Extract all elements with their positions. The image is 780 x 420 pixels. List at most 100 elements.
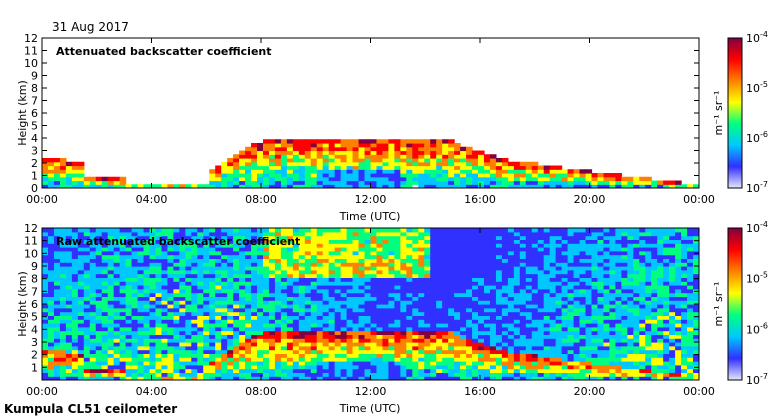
heatmap-cell	[501, 158, 509, 163]
heatmap-cell	[633, 368, 640, 373]
heatmap-cell	[274, 165, 282, 170]
heatmap-cell	[280, 277, 288, 282]
heatmap-cell	[585, 334, 593, 339]
heatmap-cell	[507, 353, 515, 358]
heatmap-cell	[191, 319, 198, 324]
heatmap-cell	[298, 165, 306, 170]
heatmap-cell	[567, 376, 575, 380]
heatmap-cell	[268, 372, 276, 377]
heatmap-cell	[221, 285, 228, 290]
heatmap-cell	[382, 319, 390, 324]
heatmap-cell	[47, 180, 55, 185]
heatmap-cell	[71, 273, 79, 278]
heatmap-cell	[454, 154, 461, 159]
heatmap-cell	[507, 311, 515, 316]
heatmap-cell	[47, 376, 55, 380]
heatmap-cell	[579, 258, 587, 263]
heatmap-cell	[257, 165, 264, 170]
heatmap-cell	[394, 161, 401, 167]
heatmap-cell	[478, 150, 485, 155]
heatmap-cell	[483, 285, 491, 290]
heatmap-cell	[430, 231, 437, 237]
heatmap-cell	[448, 228, 455, 233]
heatmap-cell	[424, 273, 431, 278]
heatmap-cell	[394, 247, 401, 252]
heatmap-cell	[442, 169, 449, 174]
heatmap-cell	[131, 277, 139, 282]
heatmap-cell	[42, 349, 49, 354]
colorbar	[727, 37, 743, 189]
heatmap-cell	[543, 254, 551, 259]
heatmap-cell	[268, 277, 276, 282]
heatmap-cell	[478, 345, 485, 351]
heatmap-cell	[95, 334, 103, 339]
heatmap-cell	[292, 300, 300, 305]
heatmap-cell	[304, 311, 312, 316]
heatmap-cell	[346, 273, 354, 278]
heatmap-cell	[334, 296, 342, 301]
heatmap-cell	[585, 250, 593, 256]
heatmap-cell	[280, 180, 288, 185]
heatmap-cell	[537, 376, 545, 380]
heatmap-cell	[125, 184, 133, 188]
heatmap-cell	[507, 250, 515, 256]
heatmap-cell	[466, 307, 473, 313]
heatmap-cell	[203, 330, 210, 335]
heatmap-cell	[101, 176, 109, 182]
heatmap-cell	[585, 338, 593, 343]
heatmap-cell	[65, 258, 73, 263]
heatmap-cell	[280, 266, 288, 271]
heatmap-cell	[304, 353, 312, 358]
heatmap-cell	[298, 169, 306, 174]
heatmap-cell	[448, 154, 455, 159]
heatmap-cell	[173, 228, 180, 233]
heatmap-cell	[472, 285, 479, 290]
heatmap-cell	[125, 247, 133, 252]
heatmap-cell	[71, 361, 79, 366]
heatmap-cell	[274, 304, 282, 309]
heatmap-cell	[543, 323, 551, 328]
heatmap-cell	[561, 235, 569, 240]
heatmap-cell	[376, 235, 384, 240]
heatmap-cell	[555, 345, 563, 351]
heatmap-cell	[316, 228, 324, 233]
heatmap-cell	[442, 364, 449, 370]
heatmap-cell	[310, 273, 318, 278]
heatmap-cell	[448, 326, 455, 332]
heatmap-cell	[412, 239, 419, 244]
heatmap-cell	[59, 173, 67, 178]
heatmap-cell	[221, 228, 228, 233]
heatmap-cell	[143, 349, 151, 354]
heatmap-cell	[478, 228, 485, 233]
heatmap-cell	[454, 266, 461, 271]
heatmap-cell	[47, 247, 55, 252]
heatmap-cell	[478, 292, 485, 297]
heatmap-cell	[448, 353, 455, 358]
heatmap-cell	[531, 165, 539, 170]
heatmap-cell	[436, 266, 443, 271]
heatmap-cell	[615, 228, 622, 233]
heatmap-cell	[113, 319, 121, 324]
heatmap-cell	[394, 288, 401, 294]
heatmap-cell	[65, 292, 73, 297]
heatmap-cell	[280, 154, 288, 159]
heatmap-cell	[525, 338, 533, 343]
heatmap-cell	[567, 300, 575, 305]
heatmap-cell	[71, 296, 79, 301]
heatmap-cell	[71, 345, 79, 351]
heatmap-cell	[448, 323, 455, 328]
heatmap-cell	[376, 231, 384, 237]
heatmap-cell	[101, 239, 109, 244]
heatmap-cell	[59, 330, 67, 335]
heatmap-cell	[352, 326, 360, 332]
heatmap-cell	[310, 228, 318, 233]
heatmap-cell	[316, 277, 324, 282]
heatmap-cell	[597, 173, 605, 178]
heatmap-cell	[239, 330, 246, 335]
heatmap-cell	[442, 165, 449, 170]
heatmap-cell	[53, 364, 61, 370]
heatmap-cell	[507, 285, 515, 290]
heatmap-cell	[358, 239, 366, 244]
heatmap-cell	[179, 231, 186, 237]
heatmap-cell	[633, 184, 640, 188]
